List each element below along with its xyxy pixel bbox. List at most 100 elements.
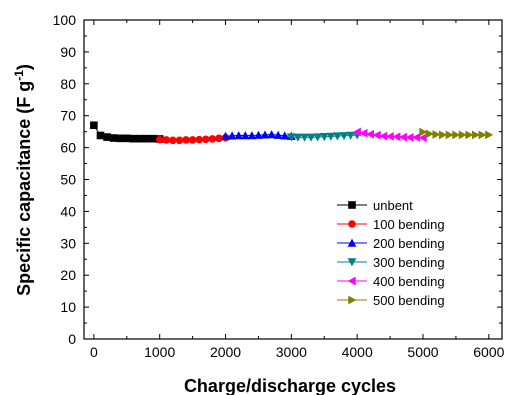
data-point — [458, 130, 467, 140]
y-tick-label: 40 — [60, 203, 76, 219]
data-point — [485, 130, 494, 140]
data-point — [352, 127, 361, 137]
x-tick-label: 1000 — [144, 344, 175, 360]
y-tick-label: 70 — [60, 108, 76, 124]
data-point — [333, 132, 342, 141]
data-point — [109, 134, 118, 142]
data-point — [136, 134, 144, 143]
legend-entry: 500 bending — [337, 293, 445, 308]
legend-marker — [347, 276, 356, 286]
data-point — [195, 135, 203, 144]
data-point — [96, 131, 105, 140]
x-axis-title: Charge/discharge cycles — [184, 376, 396, 395]
legend-entry: 300 bending — [337, 255, 445, 270]
legend-entry: 200 bending — [337, 236, 445, 251]
legend-label: 500 bending — [373, 293, 445, 308]
legend-marker — [347, 258, 357, 267]
data-point — [306, 133, 316, 142]
x-tick-label: 2000 — [210, 344, 241, 360]
y-tick-label: 100 — [53, 12, 77, 28]
legend-entry: 400 bending — [337, 274, 445, 289]
data-point — [326, 132, 336, 141]
data-point — [319, 133, 329, 142]
legend-marker — [348, 220, 356, 228]
data-point — [398, 132, 407, 142]
data-point — [162, 136, 171, 144]
data-point — [346, 131, 355, 140]
legend-label: 300 bending — [373, 255, 445, 270]
data-point — [234, 131, 244, 140]
data-point — [188, 136, 197, 144]
series-500-bending — [419, 127, 494, 140]
y-axis-title-main: Specific capacitance (F g — [14, 81, 34, 296]
legend-label: 200 bending — [373, 236, 445, 251]
data-point — [215, 134, 223, 143]
data-point — [419, 127, 428, 137]
data-point — [122, 134, 131, 143]
data-point — [452, 130, 461, 140]
x-tick-label: 6000 — [473, 344, 504, 360]
x-tick-label: 0 — [90, 344, 98, 360]
legend: unbent 100 bending 200 bending 300 bending 4… — [337, 198, 445, 308]
legend-marker — [347, 238, 357, 247]
data-point — [339, 132, 349, 141]
data-point — [439, 130, 448, 140]
y-tick-label: 10 — [60, 299, 76, 315]
data-point — [208, 135, 217, 143]
series-300-bending — [286, 131, 362, 142]
data-point — [155, 135, 164, 144]
data-point — [169, 136, 177, 145]
data-point — [359, 128, 368, 138]
legend-label: unbent — [373, 198, 413, 213]
data-point — [392, 132, 401, 142]
data-point — [313, 133, 323, 142]
y-tick-label: 50 — [60, 172, 76, 188]
data-point — [280, 131, 290, 140]
y-axis-title-superscript: -1 — [12, 70, 26, 81]
ticks-layer: 0 1000 2000 3000 4000 5000 6000 0 10 20 30 40 50 60 70… — [53, 12, 505, 360]
data-point — [425, 129, 434, 139]
legend-label: 400 bending — [373, 274, 445, 289]
data-point — [478, 130, 487, 140]
data-point — [247, 131, 257, 140]
y-tick-label: 0 — [68, 331, 76, 347]
y-tick-label: 30 — [60, 235, 76, 251]
x-tick-label: 5000 — [407, 344, 438, 360]
data-point — [254, 130, 263, 139]
data-point — [412, 133, 421, 142]
data-point — [365, 129, 375, 139]
y-axis-title: Specific capacitance (F g-1) — [12, 64, 34, 296]
legend-marker — [348, 295, 357, 305]
series-layer — [90, 121, 494, 145]
data-point — [240, 131, 250, 140]
y-tick-label: 20 — [60, 267, 76, 283]
data-point — [149, 134, 157, 143]
data-point — [293, 133, 303, 142]
y-tick-label: 90 — [60, 44, 76, 60]
data-point — [103, 133, 111, 141]
data-point — [379, 131, 388, 141]
series-400-bending — [352, 127, 427, 143]
data-point — [260, 130, 270, 139]
data-point — [201, 135, 210, 144]
legend-entry: 100 bending — [337, 217, 445, 232]
data-point — [273, 130, 283, 139]
data-point — [90, 121, 98, 130]
data-point — [445, 130, 454, 140]
x-tick-label: 4000 — [342, 344, 373, 360]
data-point — [267, 130, 276, 139]
data-point — [175, 136, 184, 145]
data-point — [405, 133, 414, 142]
data-point — [385, 132, 394, 141]
data-point — [129, 134, 138, 143]
data-point — [142, 134, 151, 143]
x-tick-label: 3000 — [276, 344, 307, 360]
data-point — [221, 131, 230, 140]
data-point — [300, 133, 309, 142]
data-point — [182, 136, 190, 144]
y-tick-label: 60 — [60, 140, 76, 156]
data-point — [465, 130, 474, 140]
legend-entry: unbent — [337, 198, 413, 213]
data-point — [418, 133, 427, 143]
